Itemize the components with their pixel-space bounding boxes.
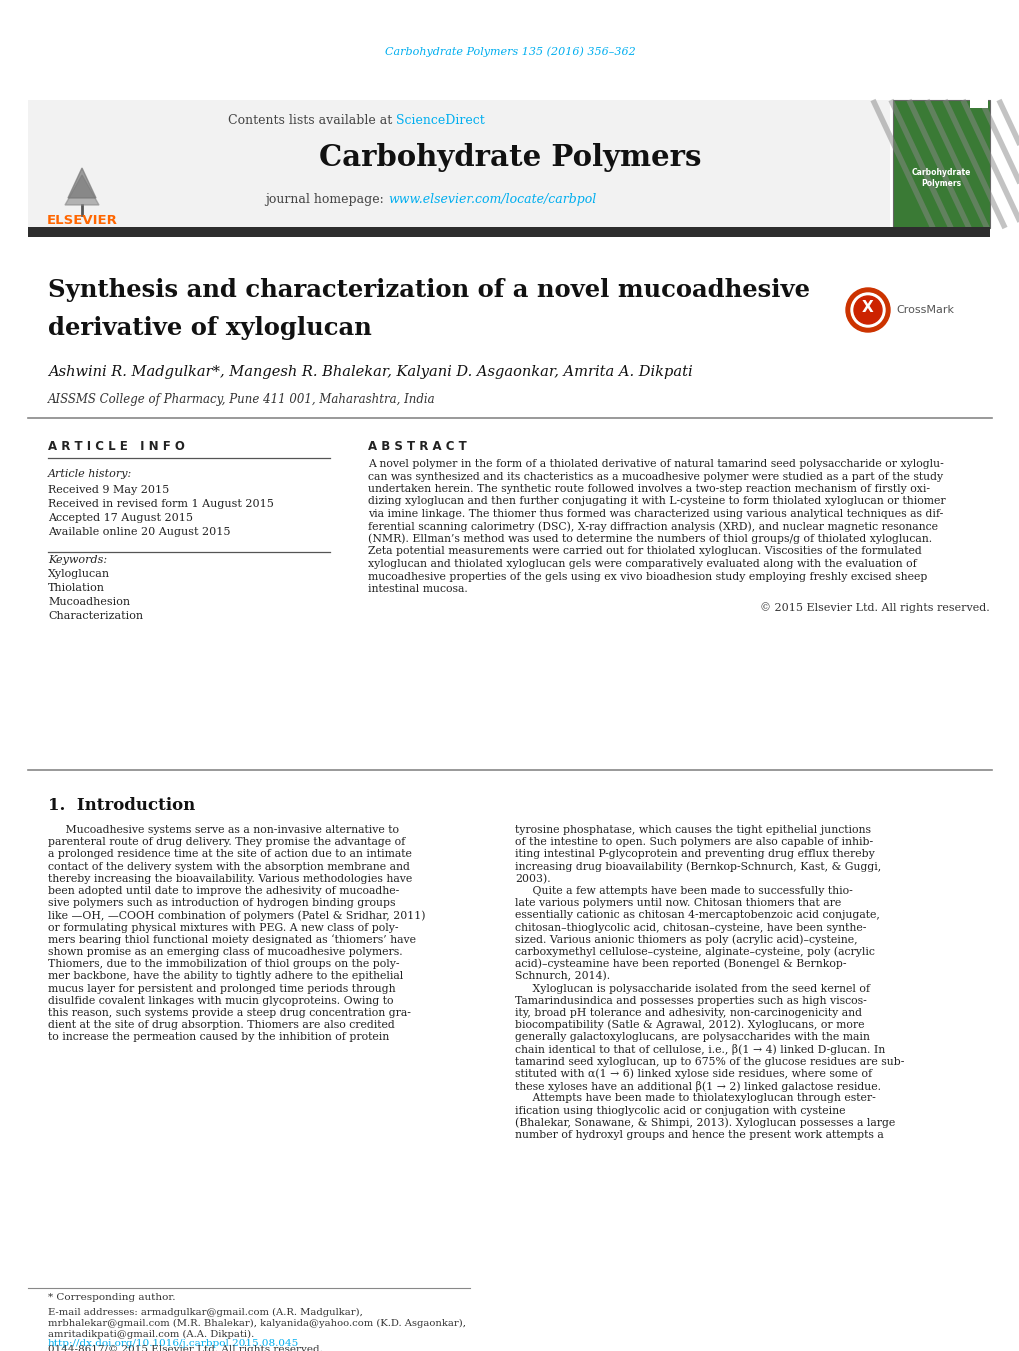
Text: 1.  Introduction: 1. Introduction bbox=[48, 797, 195, 813]
Text: chain identical to that of cellulose, i.e., β(1 → 4) linked D-glucan. In: chain identical to that of cellulose, i.… bbox=[515, 1044, 884, 1055]
Bar bbox=[28, 227, 989, 236]
Text: A R T I C L E   I N F O: A R T I C L E I N F O bbox=[48, 440, 184, 454]
Text: dient at the site of drug absorption. Thiomers are also credited: dient at the site of drug absorption. Th… bbox=[48, 1020, 394, 1031]
Text: to increase the permeation caused by the inhibition of protein: to increase the permeation caused by the… bbox=[48, 1032, 389, 1043]
Text: sized. Various anionic thiomers as poly (acrylic acid)–cysteine,: sized. Various anionic thiomers as poly … bbox=[515, 935, 857, 946]
Text: increasing drug bioavailability (Bernkop-Schnurch, Kast, & Guggi,: increasing drug bioavailability (Bernkop… bbox=[515, 862, 880, 871]
Text: Characterization: Characterization bbox=[48, 611, 143, 621]
Bar bbox=[28, 100, 196, 228]
Text: Mucoadhesion: Mucoadhesion bbox=[48, 597, 130, 607]
Text: ferential scanning calorimetry (DSC), X-ray diffraction analysis (XRD), and nucl: ferential scanning calorimetry (DSC), X-… bbox=[368, 521, 937, 532]
Text: ity, broad pH tolerance and adhesivity, non-carcinogenicity and: ity, broad pH tolerance and adhesivity, … bbox=[515, 1008, 861, 1019]
Text: Attempts have been made to thiolatexyloglucan through ester-: Attempts have been made to thiolatexylog… bbox=[515, 1093, 875, 1104]
Text: been adopted until date to improve the adhesivity of mucoadhe-: been adopted until date to improve the a… bbox=[48, 886, 398, 896]
Text: essentially cationic as chitosan 4-mercaptobenzoic acid conjugate,: essentially cationic as chitosan 4-merca… bbox=[515, 911, 879, 920]
Text: mucoadhesive properties of the gels using ex vivo bioadhesion study employing fr: mucoadhesive properties of the gels usin… bbox=[368, 571, 926, 581]
Text: Synthesis and characterization of a novel mucoadhesive: Synthesis and characterization of a nove… bbox=[48, 278, 809, 303]
Text: can was synthesized and its chacteristics as a mucoadhesive polymer were studied: can was synthesized and its chacteristic… bbox=[368, 471, 943, 481]
Text: http://dx.doi.org/10.1016/j.carbpol.2015.08.045: http://dx.doi.org/10.1016/j.carbpol.2015… bbox=[48, 1339, 299, 1347]
Text: Zeta potential measurements were carried out for thiolated xyloglucan. Viscositi: Zeta potential measurements were carried… bbox=[368, 547, 921, 557]
Text: Carbohydrate Polymers 135 (2016) 356–362: Carbohydrate Polymers 135 (2016) 356–362 bbox=[384, 47, 635, 57]
Text: mrbhalekar@gmail.com (M.R. Bhalekar), kalyanida@yahoo.com (K.D. Asgaonkar),: mrbhalekar@gmail.com (M.R. Bhalekar), ka… bbox=[48, 1319, 466, 1328]
Text: Carbohydrate
Polymers: Carbohydrate Polymers bbox=[910, 168, 970, 188]
Text: Quite a few attempts have been made to successfully thio-: Quite a few attempts have been made to s… bbox=[515, 886, 852, 896]
Text: amritadikpati@gmail.com (A.A. Dikpati).: amritadikpati@gmail.com (A.A. Dikpati). bbox=[48, 1329, 254, 1339]
Text: mers bearing thiol functional moiety designated as ‘thiomers’ have: mers bearing thiol functional moiety des… bbox=[48, 935, 416, 946]
Text: Keywords:: Keywords: bbox=[48, 555, 107, 565]
Text: contact of the delivery system with the absorption membrane and: contact of the delivery system with the … bbox=[48, 862, 410, 871]
Circle shape bbox=[853, 296, 881, 324]
Polygon shape bbox=[65, 176, 99, 205]
Text: journal homepage:: journal homepage: bbox=[265, 193, 387, 207]
Text: Accepted 17 August 2015: Accepted 17 August 2015 bbox=[48, 513, 193, 523]
Text: mucus layer for persistent and prolonged time periods through: mucus layer for persistent and prolonged… bbox=[48, 984, 395, 993]
Text: iting intestinal P-glycoprotein and preventing drug efflux thereby: iting intestinal P-glycoprotein and prev… bbox=[515, 850, 874, 859]
Text: these xyloses have an additional β(1 → 2) linked galactose residue.: these xyloses have an additional β(1 → 2… bbox=[515, 1081, 880, 1092]
Text: Received in revised form 1 August 2015: Received in revised form 1 August 2015 bbox=[48, 499, 274, 509]
Text: dizing xyloglucan and then further conjugating it with L-cysteine to form thiola: dizing xyloglucan and then further conju… bbox=[368, 497, 945, 507]
Polygon shape bbox=[68, 168, 96, 199]
Text: late various polymers until now. Chitosan thiomers that are: late various polymers until now. Chitosa… bbox=[515, 898, 841, 908]
Text: Schnurch, 2014).: Schnurch, 2014). bbox=[515, 971, 609, 982]
Text: thereby increasing the bioavailability. Various methodologies have: thereby increasing the bioavailability. … bbox=[48, 874, 412, 884]
Text: Carbohydrate Polymers: Carbohydrate Polymers bbox=[318, 143, 701, 173]
Text: stituted with α(1 → 6) linked xylose side residues, where some of: stituted with α(1 → 6) linked xylose sid… bbox=[515, 1069, 871, 1079]
Text: Xyloglucan: Xyloglucan bbox=[48, 569, 110, 580]
Text: Contents lists available at: Contents lists available at bbox=[227, 113, 395, 127]
Text: 2003).: 2003). bbox=[515, 874, 550, 884]
Text: number of hydroxyl groups and hence the present work attempts a: number of hydroxyl groups and hence the … bbox=[515, 1129, 882, 1140]
Circle shape bbox=[845, 288, 890, 332]
Text: generally galactoxyloglucans, are polysaccharides with the main: generally galactoxyloglucans, are polysa… bbox=[515, 1032, 869, 1043]
Text: mer backbone, have the ability to tightly adhere to the epithelial: mer backbone, have the ability to tightl… bbox=[48, 971, 403, 981]
Text: Mucoadhesive systems serve as a non-invasive alternative to: Mucoadhesive systems serve as a non-inva… bbox=[48, 825, 398, 835]
Text: shown promise as an emerging class of mucoadhesive polymers.: shown promise as an emerging class of mu… bbox=[48, 947, 403, 957]
Text: (Bhalekar, Sonawane, & Shimpi, 2013). Xyloglucan possesses a large: (Bhalekar, Sonawane, & Shimpi, 2013). Xy… bbox=[515, 1117, 895, 1128]
Bar bbox=[969, 91, 987, 108]
Text: Ashwini R. Madgulkar*, Mangesh R. Bhalekar, Kalyani D. Asgaonkar, Amrita A. Dikp: Ashwini R. Madgulkar*, Mangesh R. Bhalek… bbox=[48, 365, 692, 380]
Text: Xyloglucan is polysaccharide isolated from the seed kernel of: Xyloglucan is polysaccharide isolated fr… bbox=[515, 984, 869, 993]
Text: ScienceDirect: ScienceDirect bbox=[395, 113, 484, 127]
Text: or formulating physical mixtures with PEG. A new class of poly-: or formulating physical mixtures with PE… bbox=[48, 923, 398, 932]
Text: chitosan–thioglycolic acid, chitosan–cysteine, have been synthe-: chitosan–thioglycolic acid, chitosan–cys… bbox=[515, 923, 865, 932]
Text: disulfide covalent linkages with mucin glycoproteins. Owing to: disulfide covalent linkages with mucin g… bbox=[48, 996, 393, 1005]
Text: biocompatibility (Satle & Agrawal, 2012). Xyloglucans, or more: biocompatibility (Satle & Agrawal, 2012)… bbox=[515, 1020, 864, 1031]
Text: Received 9 May 2015: Received 9 May 2015 bbox=[48, 485, 169, 494]
Text: ELSEVIER: ELSEVIER bbox=[47, 213, 117, 227]
Text: ification using thioglycolic acid or conjugation with cysteine: ification using thioglycolic acid or con… bbox=[515, 1105, 845, 1116]
Text: © 2015 Elsevier Ltd. All rights reserved.: © 2015 Elsevier Ltd. All rights reserved… bbox=[759, 603, 989, 613]
Text: E-mail addresses: armadgulkar@gmail.com (A.R. Madgulkar),: E-mail addresses: armadgulkar@gmail.com … bbox=[48, 1308, 363, 1317]
Text: tamarind seed xyloglucan, up to 675% of the glucose residues are sub-: tamarind seed xyloglucan, up to 675% of … bbox=[515, 1056, 904, 1067]
Text: A B S T R A C T: A B S T R A C T bbox=[368, 440, 467, 454]
Text: X: X bbox=[861, 300, 873, 316]
Text: carboxymethyl cellulose–cysteine, alginate–cysteine, poly (acrylic: carboxymethyl cellulose–cysteine, algina… bbox=[515, 947, 874, 958]
Text: undertaken herein. The synthetic route followed involves a two-step reaction mec: undertaken herein. The synthetic route f… bbox=[368, 484, 929, 494]
Text: this reason, such systems provide a steep drug concentration gra-: this reason, such systems provide a stee… bbox=[48, 1008, 411, 1019]
Text: Article history:: Article history: bbox=[48, 469, 132, 480]
Text: like —OH, —COOH combination of polymers (Patel & Sridhar, 2011): like —OH, —COOH combination of polymers … bbox=[48, 911, 425, 920]
Text: of the intestine to open. Such polymers are also capable of inhib-: of the intestine to open. Such polymers … bbox=[515, 838, 872, 847]
Text: Tamarindusindica and possesses properties such as high viscos-: Tamarindusindica and possesses propertie… bbox=[515, 996, 866, 1005]
Text: tyrosine phosphatase, which causes the tight epithelial junctions: tyrosine phosphatase, which causes the t… bbox=[515, 825, 870, 835]
Text: acid)–cysteamine have been reported (Bonengel & Bernkop-: acid)–cysteamine have been reported (Bon… bbox=[515, 959, 846, 970]
Text: derivative of xyloglucan: derivative of xyloglucan bbox=[48, 316, 371, 340]
Text: Thiolation: Thiolation bbox=[48, 584, 105, 593]
Text: 0144-8617/© 2015 Elsevier Ltd. All rights reserved.: 0144-8617/© 2015 Elsevier Ltd. All right… bbox=[48, 1344, 323, 1351]
Text: * Corresponding author.: * Corresponding author. bbox=[48, 1293, 175, 1302]
Text: CrossMark: CrossMark bbox=[895, 305, 953, 315]
Text: via imine linkage. The thiomer thus formed was characterized using various analy: via imine linkage. The thiomer thus form… bbox=[368, 509, 943, 519]
Text: (NMR). Ellman’s method was used to determine the numbers of thiol groups/g of th: (NMR). Ellman’s method was used to deter… bbox=[368, 534, 931, 544]
Text: Available online 20 August 2015: Available online 20 August 2015 bbox=[48, 527, 230, 536]
Text: intestinal mucosa.: intestinal mucosa. bbox=[368, 584, 468, 594]
Text: www.elsevier.com/locate/carbpol: www.elsevier.com/locate/carbpol bbox=[387, 193, 596, 207]
Circle shape bbox=[850, 293, 884, 327]
Bar bbox=[892, 100, 989, 228]
Text: Thiomers, due to the immobilization of thiol groups on the poly-: Thiomers, due to the immobilization of t… bbox=[48, 959, 399, 969]
Text: xyloglucan and thiolated xyloglucan gels were comparatively evaluated along with: xyloglucan and thiolated xyloglucan gels… bbox=[368, 559, 916, 569]
Text: sive polymers such as introduction of hydrogen binding groups: sive polymers such as introduction of hy… bbox=[48, 898, 395, 908]
Text: AISSMS College of Pharmacy, Pune 411 001, Maharashtra, India: AISSMS College of Pharmacy, Pune 411 001… bbox=[48, 393, 435, 407]
Text: a prolonged residence time at the site of action due to an intimate: a prolonged residence time at the site o… bbox=[48, 850, 412, 859]
Bar bbox=[28, 100, 890, 228]
Text: parenteral route of drug delivery. They promise the advantage of: parenteral route of drug delivery. They … bbox=[48, 838, 405, 847]
Text: A novel polymer in the form of a thiolated derivative of natural tamarind seed p: A novel polymer in the form of a thiolat… bbox=[368, 459, 943, 469]
